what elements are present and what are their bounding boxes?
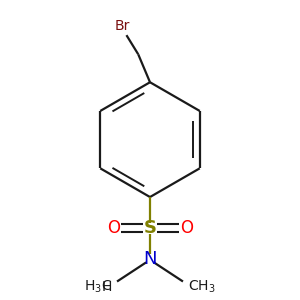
Text: $\mathregular{H_3C}$: $\mathregular{H_3C}$ — [84, 279, 112, 295]
Text: S: S — [143, 219, 157, 237]
Text: $\mathregular{CH_3}$: $\mathregular{CH_3}$ — [188, 279, 216, 295]
Text: O: O — [180, 219, 193, 237]
Text: H: H — [101, 280, 112, 294]
Text: O: O — [107, 219, 120, 237]
Text: N: N — [143, 250, 157, 268]
Text: Br: Br — [114, 19, 130, 33]
